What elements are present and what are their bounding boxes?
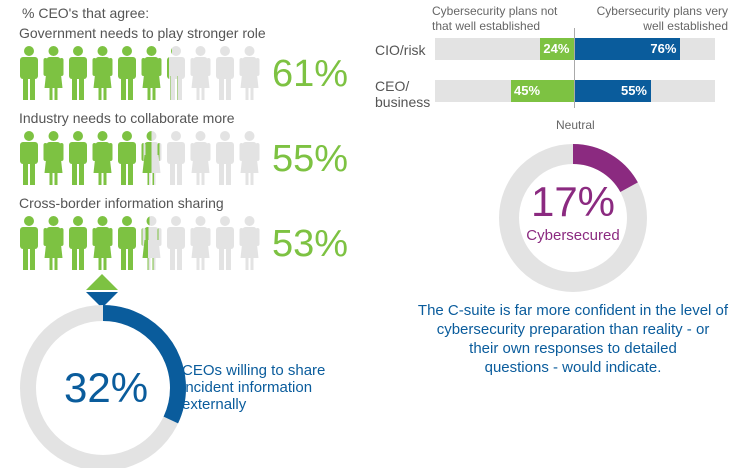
person-icon [141,131,162,185]
person-icon [92,216,113,270]
bar-value-label: 55% [620,83,647,98]
person-icon [239,46,260,100]
person-icon [190,131,211,185]
bar-value-label: 24% [543,41,570,56]
row-value-3: 53% [272,223,349,265]
donut-17-value: 17% [530,178,616,225]
summary-note: The C-suite is far more confident in the… [393,301,740,377]
person-icon [92,131,113,185]
row-label-2: Industry needs to collaborate more [19,110,235,126]
bar-well-established: 55% [574,80,651,102]
donut-32-caption: CEOs willing to share incident informati… [182,362,326,413]
donut-arc [499,144,647,292]
person-icon [190,46,211,100]
donut-17 [499,144,647,292]
note-line: cybersecurity preparation than reality -… [436,321,710,338]
bar-not-established: 45% [511,80,574,102]
person-icon [190,216,211,270]
row-value-2: 55% [272,138,349,180]
bar-value-label: 76% [650,41,677,56]
up-down-diamond-icon [86,274,118,308]
category-label-1: CIO/risk [375,42,426,58]
person-icon [167,131,185,185]
right-header: Cybersecurity plans very well establishe… [596,4,728,33]
pictogram-title: % CEO's that agree: [22,5,150,21]
person-icon [43,216,64,270]
person-icon [69,46,87,100]
donut-32 [20,305,186,468]
donut-17-caption: Cybersecured [526,227,620,244]
person-icon [69,216,87,270]
person-icon [43,131,64,185]
bar-well-established: 76% [574,38,681,60]
person-icon [118,216,136,270]
person-icon [216,131,234,185]
person-icon [141,46,162,100]
row-label-1: Government needs to play stronger role [19,25,266,41]
person-icon [141,216,162,270]
person-icon [216,216,234,270]
person-icon [20,216,38,270]
neutral-line [574,28,575,108]
note-line: questions - would indicate. [484,359,662,376]
person-icon [167,46,185,100]
person-icon [20,131,38,185]
donut-32-value: 32% [64,364,149,411]
note-line: The C-suite is far more confident in the… [417,302,729,319]
neutral-label: Neutral [556,118,595,132]
left-header: Cybersecurity plans not that well establ… [432,4,558,33]
person-icon [167,216,185,270]
bar-value-label: 45% [514,83,541,98]
bar-not-established: 24% [540,38,574,60]
person-icon [118,46,136,100]
person-icon [92,46,113,100]
person-icon [118,131,136,185]
note-line: their own responses to detailed [469,340,677,357]
row-label-3: Cross-border information sharing [19,195,224,211]
person-icon [69,131,87,185]
category-label-2: CEO/ business [375,78,431,110]
person-icon [43,46,64,100]
pictogram-people [20,46,260,270]
person-icon [20,46,38,100]
person-icon [216,46,234,100]
person-icon [239,216,260,270]
person-icon [239,131,260,185]
donut-arc [20,305,186,468]
row-value-1: 61% [272,53,349,95]
